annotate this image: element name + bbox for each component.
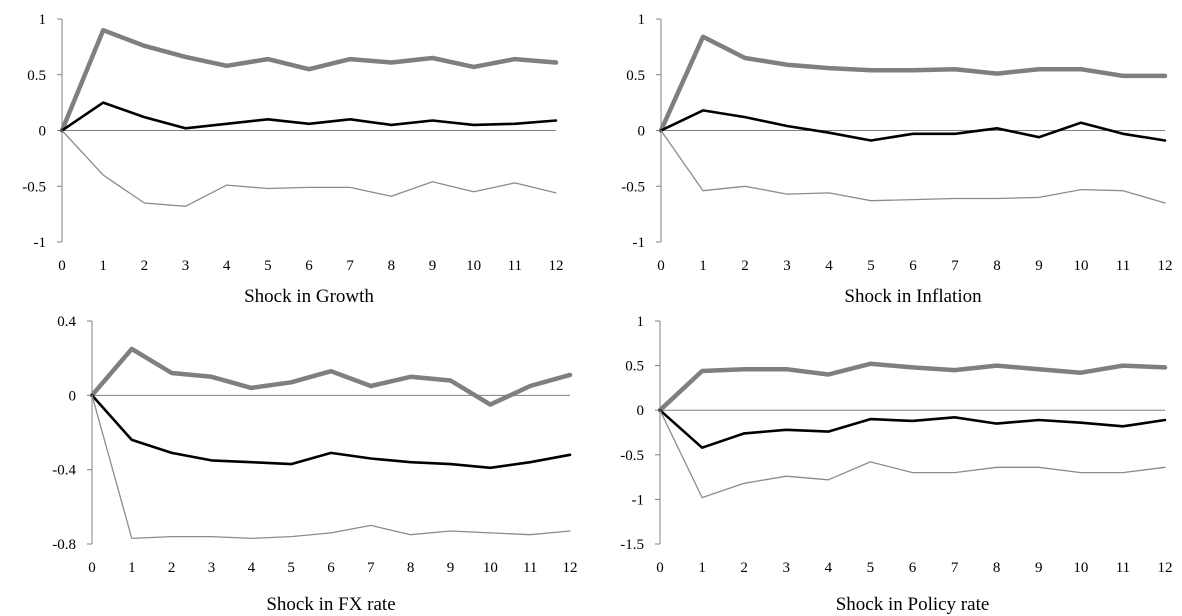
x-tick-label: 7 bbox=[951, 560, 959, 576]
x-tick-label: 6 bbox=[909, 560, 917, 576]
x-tick-label: 1 bbox=[699, 258, 707, 274]
series-line-medium-black bbox=[60, 101, 558, 132]
x-tick-label: 1 bbox=[99, 258, 107, 274]
x-tick-label: 7 bbox=[346, 258, 354, 274]
x-tick-label: 12 bbox=[1158, 258, 1173, 274]
series-line-thick-gray bbox=[89, 346, 573, 407]
series-line-thick-gray bbox=[657, 361, 1168, 413]
y-tick-label: 0 bbox=[39, 124, 47, 140]
x-tick-label: 9 bbox=[429, 258, 437, 274]
series-line-thin-gray bbox=[660, 129, 1166, 204]
x-tick-label: 0 bbox=[657, 258, 665, 274]
series-line-thin-gray bbox=[659, 409, 1166, 499]
x-tick-label: 5 bbox=[867, 258, 875, 274]
x-tick-label: 9 bbox=[447, 560, 455, 576]
x-tick-label: 0 bbox=[58, 258, 66, 274]
series-line-medium-black bbox=[658, 408, 1167, 450]
y-tick-label: -1.5 bbox=[620, 537, 644, 553]
y-tick-label: 1 bbox=[638, 12, 646, 28]
y-tick-label: 0 bbox=[637, 403, 645, 419]
y-tick-label: -1 bbox=[34, 235, 47, 251]
x-tick-label: 11 bbox=[523, 560, 537, 576]
x-tick-label: 0 bbox=[88, 560, 96, 576]
chart-caption: Shock in FX rate bbox=[266, 594, 395, 615]
y-tick-label: -0.5 bbox=[621, 179, 645, 195]
x-tick-label: 4 bbox=[248, 560, 256, 576]
x-tick-label: 3 bbox=[208, 560, 216, 576]
series-line-medium-black bbox=[659, 109, 1167, 142]
chart-caption: Shock in Growth bbox=[244, 286, 374, 307]
y-tick-label: 0.5 bbox=[626, 68, 645, 84]
x-tick-label: 9 bbox=[1035, 258, 1043, 274]
y-tick-label: 1 bbox=[39, 12, 47, 28]
x-tick-label: 10 bbox=[483, 560, 498, 576]
x-tick-label: 6 bbox=[327, 560, 335, 576]
y-tick-label: 0.5 bbox=[625, 359, 644, 375]
x-tick-label: 3 bbox=[783, 258, 791, 274]
x-tick-label: 8 bbox=[388, 258, 396, 274]
x-tick-label: 10 bbox=[1074, 258, 1089, 274]
chart-caption: Shock in Inflation bbox=[844, 286, 982, 307]
series-line-thin-gray bbox=[61, 129, 557, 207]
y-tick-label: -0.4 bbox=[52, 463, 76, 479]
series-line-thick-gray bbox=[59, 27, 559, 133]
y-tick-label: -1 bbox=[633, 235, 646, 251]
x-tick-label: 2 bbox=[141, 258, 149, 274]
y-tick-label: -0.8 bbox=[52, 537, 76, 553]
y-tick-label: -0.5 bbox=[22, 179, 46, 195]
x-tick-label: 8 bbox=[407, 560, 415, 576]
x-tick-label: 4 bbox=[825, 560, 833, 576]
x-tick-label: 11 bbox=[1116, 258, 1130, 274]
x-tick-label: 8 bbox=[993, 560, 1001, 576]
x-tick-label: 12 bbox=[1158, 560, 1173, 576]
x-tick-label: 5 bbox=[287, 560, 295, 576]
chart-caption: Shock in Policy rate bbox=[836, 594, 990, 615]
x-tick-label: 9 bbox=[1035, 560, 1043, 576]
x-tick-label: 2 bbox=[740, 560, 748, 576]
x-tick-label: 1 bbox=[698, 560, 706, 576]
y-tick-label: 1 bbox=[637, 314, 645, 330]
x-tick-label: 6 bbox=[305, 258, 313, 274]
x-tick-label: 8 bbox=[993, 258, 1001, 274]
y-tick-label: 0.4 bbox=[57, 314, 76, 330]
x-tick-label: 4 bbox=[223, 258, 231, 274]
x-tick-label: 5 bbox=[867, 560, 875, 576]
y-tick-label: 0 bbox=[69, 388, 77, 404]
x-tick-label: 4 bbox=[825, 258, 833, 274]
y-tick-label: 0 bbox=[638, 124, 646, 140]
x-tick-label: 11 bbox=[1116, 560, 1130, 576]
series-line-thick-gray bbox=[658, 34, 1168, 133]
x-tick-label: 2 bbox=[168, 560, 176, 576]
x-tick-label: 10 bbox=[1073, 560, 1088, 576]
x-tick-label: 10 bbox=[466, 258, 481, 274]
y-tick-label: -0.5 bbox=[620, 448, 644, 464]
x-tick-label: 11 bbox=[508, 258, 522, 274]
x-tick-label: 7 bbox=[367, 560, 375, 576]
y-tick-label: 0.5 bbox=[27, 68, 46, 84]
x-tick-label: 6 bbox=[909, 258, 917, 274]
series-line-medium-black bbox=[90, 393, 572, 470]
x-tick-label: 12 bbox=[563, 560, 578, 576]
y-tick-label: -1 bbox=[632, 492, 645, 508]
x-tick-label: 5 bbox=[264, 258, 272, 274]
series-line-thin-gray bbox=[91, 394, 571, 540]
x-tick-label: 0 bbox=[656, 560, 664, 576]
x-tick-label: 3 bbox=[783, 560, 791, 576]
x-tick-label: 2 bbox=[741, 258, 749, 274]
x-tick-label: 3 bbox=[182, 258, 190, 274]
x-tick-label: 1 bbox=[128, 560, 136, 576]
x-tick-label: 12 bbox=[549, 258, 564, 274]
x-tick-label: 7 bbox=[951, 258, 959, 274]
